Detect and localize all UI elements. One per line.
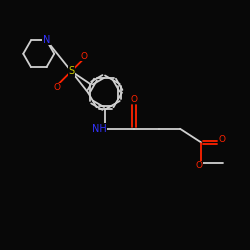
Text: NH: NH bbox=[92, 124, 107, 134]
Text: O: O bbox=[80, 52, 87, 61]
Text: S: S bbox=[68, 66, 74, 76]
Text: N: N bbox=[43, 35, 50, 45]
Text: O: O bbox=[130, 95, 137, 104]
Text: O: O bbox=[218, 135, 225, 144]
Text: O: O bbox=[195, 161, 202, 170]
Text: O: O bbox=[54, 83, 61, 92]
